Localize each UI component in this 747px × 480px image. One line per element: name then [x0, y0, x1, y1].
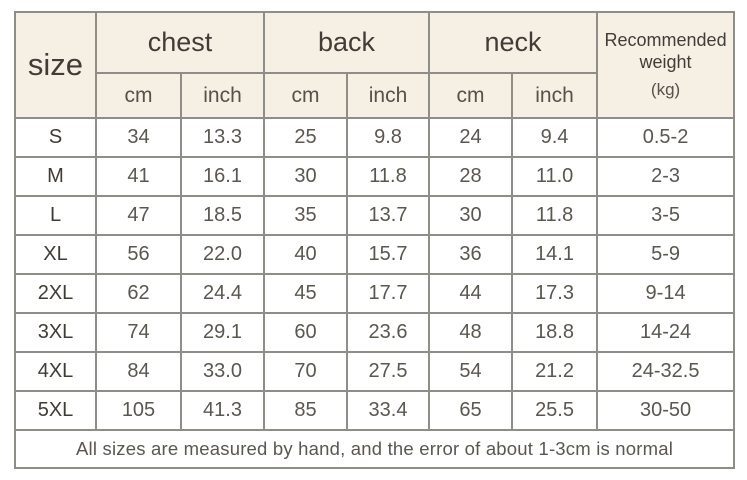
neck-inch-cell: 18.8: [511, 312, 599, 353]
chest-inch-cell: 29.1: [179, 312, 266, 353]
chest-inch-cell: 33.0: [179, 351, 266, 392]
back-cm-cell: 45: [263, 273, 349, 314]
table-row: 5XL 105 41.3 85 33.4 65 25.5 30-50: [14, 390, 736, 431]
weight-cell: 9-14: [596, 273, 736, 314]
chest-cm-cell: 41: [95, 156, 182, 197]
weight-cell: 24-32.5: [596, 351, 736, 392]
size-cell: 3XL: [14, 312, 97, 353]
chest-group-header: chest: [94, 11, 266, 74]
back-inch-cell: 11.8: [346, 156, 431, 197]
neck-inch-cell: 14.1: [511, 234, 599, 275]
back-inch-cell: 33.4: [346, 390, 431, 431]
weight-header-line1: Recommended: [604, 29, 727, 50]
size-cell: 2XL: [14, 273, 97, 314]
chest-inch-cell: 24.4: [179, 273, 266, 314]
back-inch-cell: 13.7: [346, 195, 431, 236]
size-column-header: size: [14, 11, 97, 119]
neck-cm-cell: 48: [428, 312, 514, 353]
back-cm-cell: 85: [263, 390, 349, 431]
size-cell: XL: [14, 234, 97, 275]
back-cm-cell: 30: [263, 156, 349, 197]
weight-header-unit: (kg): [650, 79, 681, 99]
size-cell: 5XL: [14, 390, 97, 431]
back-cm-cell: 70: [263, 351, 349, 392]
neck-inch-cell: 21.2: [511, 351, 599, 392]
table-row: S 34 13.3 25 9.8 24 9.4 0.5-2: [14, 117, 736, 158]
weight-cell: 2-3: [596, 156, 736, 197]
back-inch-cell: 9.8: [346, 117, 431, 158]
chest-cm-header: cm: [95, 72, 182, 119]
neck-cm-header: cm: [428, 72, 514, 119]
size-cell: 4XL: [14, 351, 97, 392]
size-chart-body: S 34 13.3 25 9.8 24 9.4 0.5-2 M 41 16.1 30 11.8 28 11.…: [14, 117, 736, 431]
size-chart-table: size chest back neck Recommended weight …: [13, 11, 736, 469]
chest-inch-cell: 16.1: [179, 156, 266, 197]
neck-cm-cell: 24: [428, 117, 514, 158]
back-group-header: back: [263, 11, 431, 74]
weight-column-header: Recommended weight (kg): [596, 11, 736, 119]
neck-inch-header: inch: [511, 72, 599, 119]
size-cell: S: [14, 117, 97, 158]
chest-cm-cell: 74: [95, 312, 182, 353]
size-cell: L: [14, 195, 97, 236]
back-inch-cell: 27.5: [346, 351, 431, 392]
chest-cm-cell: 34: [95, 117, 182, 158]
size-cell: M: [14, 156, 97, 197]
back-inch-cell: 15.7: [346, 234, 431, 275]
back-cm-cell: 40: [263, 234, 349, 275]
back-cm-header: cm: [263, 72, 349, 119]
chest-cm-cell: 105: [95, 390, 182, 431]
table-row: L 47 18.5 35 13.7 30 11.8 3-5: [14, 195, 736, 236]
table-row: 2XL 62 24.4 45 17.7 44 17.3 9-14: [14, 273, 736, 314]
header-group-row: size chest back neck Recommended weight …: [14, 11, 736, 119]
neck-group-header: neck: [428, 11, 599, 74]
weight-cell: 3-5: [596, 195, 736, 236]
chest-inch-cell: 18.5: [179, 195, 266, 236]
table-row: 3XL 74 29.1 60 23.6 48 18.8 14-24: [14, 312, 736, 353]
weight-cell: 14-24: [596, 312, 736, 353]
chest-inch-cell: 22.0: [179, 234, 266, 275]
table-row: 4XL 84 33.0 70 27.5 54 21.2 24-32.5: [14, 351, 736, 392]
table-row: XL 56 22.0 40 15.7 36 14.1 5-9: [14, 234, 736, 275]
weight-cell: 5-9: [596, 234, 736, 275]
table-row: M 41 16.1 30 11.8 28 11.0 2-3: [14, 156, 736, 197]
neck-inch-cell: 25.5: [511, 390, 599, 431]
measurement-disclaimer: All sizes are measured by hand, and the …: [13, 429, 736, 469]
neck-cm-cell: 54: [428, 351, 514, 392]
neck-cm-cell: 30: [428, 195, 514, 236]
neck-inch-cell: 17.3: [511, 273, 599, 314]
chest-cm-cell: 56: [95, 234, 182, 275]
back-cm-cell: 35: [263, 195, 349, 236]
footer-row: All sizes are measured by hand, and the …: [13, 429, 736, 469]
chest-cm-cell: 84: [95, 351, 182, 392]
back-cm-cell: 25: [263, 117, 349, 158]
back-inch-cell: 23.6: [346, 312, 431, 353]
chest-cm-cell: 62: [95, 273, 182, 314]
neck-cm-cell: 28: [428, 156, 514, 197]
neck-cm-cell: 44: [428, 273, 514, 314]
weight-header-line2: weight: [639, 51, 692, 72]
back-inch-cell: 17.7: [346, 273, 431, 314]
neck-inch-cell: 11.8: [511, 195, 599, 236]
chest-cm-cell: 47: [95, 195, 182, 236]
header-unit-row: cm inch cm inch cm inch: [15, 72, 734, 119]
chest-inch-cell: 13.3: [179, 117, 266, 158]
back-cm-cell: 60: [263, 312, 349, 353]
weight-cell: 30-50: [596, 390, 736, 431]
back-inch-header: inch: [346, 72, 431, 119]
neck-inch-cell: 11.0: [511, 156, 599, 197]
weight-cell: 0.5-2: [596, 117, 736, 158]
chest-inch-header: inch: [179, 72, 266, 119]
neck-cm-cell: 36: [428, 234, 514, 275]
neck-inch-cell: 9.4: [511, 117, 599, 158]
chest-inch-cell: 41.3: [179, 390, 266, 431]
neck-cm-cell: 65: [428, 390, 514, 431]
